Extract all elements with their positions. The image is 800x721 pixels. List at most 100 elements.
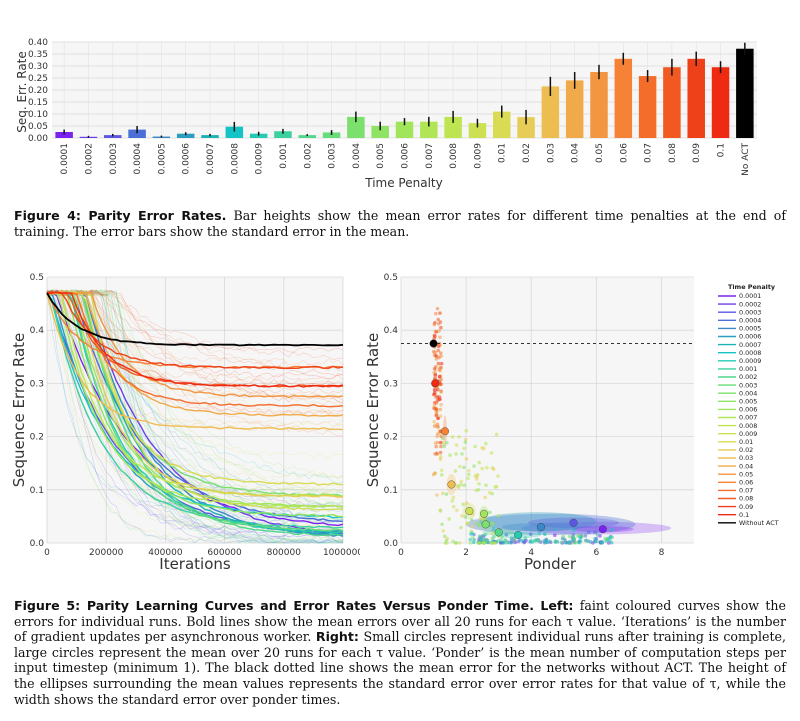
individual-run-point xyxy=(431,349,436,354)
scatter-xtick-label: 8 xyxy=(659,548,665,558)
individual-run-point xyxy=(503,538,507,543)
mean-curve-0.005 xyxy=(46,291,344,518)
individual-run-point xyxy=(468,541,473,545)
bar-0.0007 xyxy=(201,135,219,138)
bar-ytick-label: 0.10 xyxy=(28,110,48,120)
individual-run-point xyxy=(438,311,442,315)
bar-ytick-label: 0.35 xyxy=(28,50,48,60)
bar-0.007 xyxy=(420,121,438,138)
mean-point xyxy=(569,518,578,527)
bar-xtick-label: 0.007 xyxy=(425,143,435,169)
legend-entry-label: 0.0006 xyxy=(739,333,761,341)
bar-0.0001 xyxy=(55,132,73,138)
scatter-xtick-label: 0 xyxy=(398,548,404,558)
individual-run-point xyxy=(547,539,552,544)
individual-run-point xyxy=(488,510,492,515)
individual-run-point xyxy=(454,443,459,447)
individual-run-point xyxy=(437,355,441,360)
individual-run-point xyxy=(434,444,439,449)
bar-xtick-label: 0.04 xyxy=(571,143,581,163)
legend-entry-label: 0.009 xyxy=(739,430,757,438)
individual-run-point xyxy=(471,540,476,545)
individual-run-point xyxy=(451,495,456,500)
individual-run-curve xyxy=(46,290,344,511)
bar-0.004 xyxy=(347,116,365,138)
legend-entry-label: 0.08 xyxy=(739,495,753,503)
bar-xtick-label: 0.006 xyxy=(401,143,411,169)
individual-run-curve xyxy=(46,291,344,544)
individual-run-point xyxy=(444,492,449,496)
bar-xtick-label: 0.09 xyxy=(692,143,702,163)
mean-curve-0.007 xyxy=(46,292,344,508)
individual-run-point xyxy=(444,441,449,445)
individual-run-point xyxy=(439,434,444,439)
individual-run-point xyxy=(466,476,470,481)
mean-point xyxy=(480,509,489,518)
bar-ytick-label: 0.30 xyxy=(28,62,48,72)
individual-run-point xyxy=(462,446,466,451)
individual-run-point xyxy=(562,537,566,542)
individual-run-point xyxy=(567,541,571,545)
curve-ytick-label: 0.4 xyxy=(30,326,45,336)
individual-run-point xyxy=(460,514,464,518)
bar-0.08 xyxy=(663,67,681,138)
individual-run-curve xyxy=(46,291,344,381)
individual-run-point xyxy=(438,508,443,512)
bar-xtick-label: 0.0008 xyxy=(230,143,240,175)
bar-0.008 xyxy=(444,116,462,138)
individual-run-point xyxy=(577,540,582,545)
individual-run-curve xyxy=(46,291,344,412)
bar-xtick-label: 0.05 xyxy=(595,143,605,163)
scatter-xtick-label: 4 xyxy=(528,548,534,558)
scatter-ytick-label: 0.2 xyxy=(384,433,398,443)
individual-run-point xyxy=(448,453,452,457)
individual-run-point xyxy=(567,534,572,539)
individual-run-point xyxy=(593,537,597,541)
curve-mean-runs xyxy=(46,291,344,537)
legend-entry-label: 0.007 xyxy=(739,414,757,422)
legend-entry-label: 0.09 xyxy=(739,503,753,511)
individual-run-point xyxy=(436,387,440,392)
individual-run-point xyxy=(520,539,524,543)
bar-xtick-label: 0.0004 xyxy=(133,143,143,175)
individual-run-point xyxy=(523,536,528,540)
individual-run-point xyxy=(485,466,489,470)
figure4-caption: Figure 4: Parity Error Rates. Bar height… xyxy=(14,208,786,239)
individual-run-point xyxy=(483,441,488,446)
bar-xtick-label: 0.0009 xyxy=(255,143,265,175)
ponder-error-ellipse xyxy=(521,521,672,535)
individual-run-point xyxy=(528,539,533,543)
bar-0.0004 xyxy=(128,129,146,138)
curve-xtick-label: 0 xyxy=(44,548,50,558)
individual-run-point xyxy=(500,535,504,539)
bar-xtick-label: 0.004 xyxy=(352,143,362,169)
bar-0.005 xyxy=(371,126,389,138)
scatter-xticks: 0 2 4 6 8 xyxy=(398,548,664,558)
legend-entry-label: 0.006 xyxy=(739,406,757,414)
legend-entry-label: 0.1 xyxy=(739,511,749,519)
scatter-points xyxy=(431,306,614,545)
ponder-error-ellipse xyxy=(466,513,636,536)
individual-run-point xyxy=(576,534,580,538)
individual-run-curve xyxy=(46,291,344,403)
individual-run-point xyxy=(435,395,440,399)
individual-run-curve xyxy=(46,291,343,533)
individual-run-point xyxy=(609,540,614,545)
ponder-error-ellipse xyxy=(479,512,597,532)
individual-run-point xyxy=(571,535,576,539)
individual-run-point xyxy=(439,361,444,366)
scatter-means xyxy=(429,339,607,540)
legend-entry-label: 0.0002 xyxy=(739,300,761,308)
individual-run-point xyxy=(459,525,463,530)
bar-0.06 xyxy=(614,58,633,138)
individual-run-point xyxy=(451,539,455,544)
individual-run-point xyxy=(432,392,436,397)
curve-x-axis-label: Iterations xyxy=(159,555,231,573)
curve-yticks: 0.0 0.1 0.2 0.3 0.4 0.5 xyxy=(30,273,45,549)
bar-0.0009 xyxy=(249,133,268,138)
individual-run-point xyxy=(438,335,442,340)
bar-xtick-label: 0.0005 xyxy=(157,143,167,175)
individual-run-point xyxy=(435,432,440,436)
individual-run-point xyxy=(439,402,443,407)
individual-run-point xyxy=(610,535,614,540)
